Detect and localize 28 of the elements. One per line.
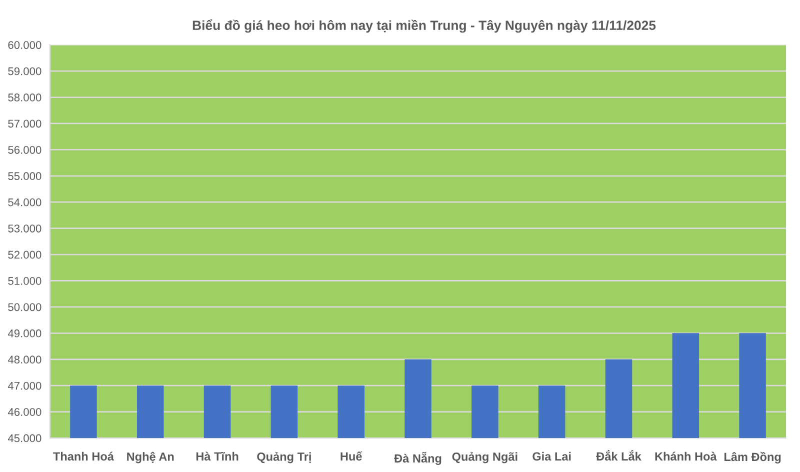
x-tick-label: Quảng Trị (257, 452, 311, 464)
y-tick-label: 58.000 (8, 94, 42, 102)
x-tick-label: Đà Nẵng (394, 452, 442, 465)
y-tick-label: 47.000 (8, 382, 42, 390)
y-tick-label: 50.000 (8, 303, 42, 312)
y-tick-label: 55.000 (8, 172, 42, 180)
x-tick-label: Gia Lai (532, 452, 571, 461)
y-tick-label: 49.000 (8, 329, 42, 338)
y-tick-label: 56.000 (8, 146, 42, 154)
x-tick-label: Huế (340, 451, 362, 461)
x-tick-label: Quảng Ngãi (452, 452, 518, 464)
y-tick-label: 52.000 (8, 250, 42, 259)
x-tick-label: Thanh Hoá (53, 452, 114, 461)
y-tick-label: 46.000 (8, 408, 42, 416)
y-tick-label: 54.000 (8, 198, 42, 206)
x-tick-label: Hà Tĩnh (196, 452, 238, 461)
y-tick-label: 53.000 (8, 224, 42, 232)
y-tick-label: 57.000 (8, 120, 42, 128)
y-tick-label: 48.000 (8, 356, 42, 364)
y-tick-label: 45.000 (8, 434, 42, 442)
x-tick-label: Đắk Lắk (596, 450, 642, 461)
y-tick-label: 60.000 (8, 41, 42, 49)
y-tick-label: 59.000 (8, 67, 42, 76)
x-tick-label: Khánh Hoà (655, 452, 717, 461)
chart-title: Biểu đồ giá heo hơi hôm nay tại miền Trung - Tây Nguyên ngày 11/11/2025 (192, 19, 656, 33)
x-tick-label: Nghệ An (127, 452, 174, 464)
y-tick-label: 51.000 (8, 277, 42, 285)
x-tick-label: Lâm Đồng (724, 452, 781, 464)
